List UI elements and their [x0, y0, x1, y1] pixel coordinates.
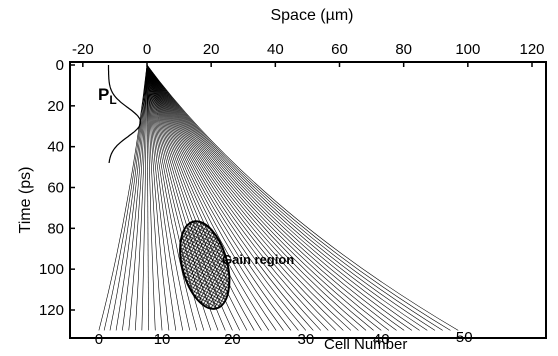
cell-trajectory — [146, 64, 405, 331]
gain-region — [179, 220, 231, 310]
cell-trajectory — [146, 64, 374, 331]
cell-trajectory — [146, 64, 184, 331]
cell-trajectory — [103, 64, 148, 331]
cell-trajectory — [146, 64, 359, 331]
cell-trajectory — [146, 64, 248, 331]
cell-number-tick-label: 20 — [224, 331, 241, 348]
pulse-label: PL — [98, 85, 117, 107]
y-tick-label: 60 — [47, 180, 64, 197]
cell-trajectory — [146, 64, 177, 331]
cell-trajectory — [146, 64, 367, 331]
cell-trajectory — [146, 64, 198, 331]
x-axis-title: Space (µm) — [270, 7, 353, 24]
x-tick-label: 80 — [395, 41, 412, 58]
cell-number-tick-label: 10 — [154, 331, 171, 348]
cell-trajectory — [146, 64, 284, 331]
cell-trajectory — [146, 64, 314, 331]
cell-trajectory — [146, 64, 149, 331]
cell-trajectory — [98, 64, 148, 331]
cell-trajectory — [122, 64, 148, 331]
cell-number-tick-label: 0 — [95, 331, 103, 348]
y-tick-label: 0 — [56, 57, 64, 74]
cell-trajectory — [146, 64, 382, 331]
cell-trajectory — [134, 64, 148, 331]
x-tick-label: 40 — [267, 41, 284, 58]
cell-trajectory — [146, 64, 277, 331]
cell-trajectory — [146, 64, 191, 331]
cell-trajectory — [146, 64, 299, 331]
y-tick-label: 120 — [39, 302, 64, 319]
cell-trajectory — [146, 64, 170, 331]
cell-trajectory — [146, 64, 321, 331]
cell-number-tick-label: 40 — [373, 331, 390, 348]
cell-trajectory — [146, 64, 436, 331]
x-tick-label: 100 — [455, 41, 480, 58]
cell-number-tick-label: 30 — [297, 331, 314, 348]
cell-trajectory — [146, 64, 262, 331]
plot-frame — [69, 61, 547, 339]
y-axis-title: Time (ps) — [17, 167, 34, 234]
pulse-profile — [107, 65, 142, 164]
cell-trajectory — [146, 64, 420, 331]
cell-trajectory — [141, 64, 148, 331]
cell-trajectory — [146, 64, 255, 331]
cell-trajectory — [146, 64, 344, 331]
cell-trajectory — [146, 64, 307, 331]
y-tick-label: 80 — [47, 220, 64, 237]
cell-trajectory — [146, 64, 329, 331]
pulse-label-sub: L — [109, 93, 116, 107]
x-tick-label: -20 — [72, 41, 94, 58]
cell-trajectories — [98, 64, 459, 331]
cell-trajectory — [146, 64, 397, 331]
cell-number-labels: 0 10 20 30 40 50 — [95, 329, 473, 348]
cell-trajectory — [146, 64, 451, 331]
x-tick-label: 0 — [143, 41, 151, 58]
cell-trajectory — [146, 64, 337, 331]
cell-trajectory — [146, 64, 352, 331]
cell-trajectory — [146, 64, 205, 331]
y-tick-label: 40 — [47, 139, 64, 156]
pulse-label-main: P — [98, 85, 109, 104]
x-tick-label: 60 — [331, 41, 348, 58]
cell-trajectory — [115, 64, 148, 331]
x-tick-label: 20 — [203, 41, 220, 58]
cell-trajectory — [146, 64, 443, 331]
cell-trajectory — [146, 64, 428, 331]
cell-trajectory — [109, 64, 148, 331]
cell-trajectory — [146, 64, 413, 331]
cell-trajectory — [146, 64, 156, 331]
y-tick-label: 20 — [47, 98, 64, 115]
cell-number-title: Cell Number — [324, 336, 407, 353]
x-tick-label: 120 — [519, 41, 544, 58]
x-axis-ticks: -20 0 20 40 60 80 100 120 — [72, 41, 545, 67]
cell-trajectory — [146, 64, 459, 331]
y-tick-label: 100 — [39, 261, 64, 278]
cell-trajectory — [146, 64, 292, 331]
cell-trajectory — [146, 64, 390, 331]
gain-region-label: Gain region — [222, 252, 294, 267]
cell-trajectory — [146, 64, 270, 331]
cell-trajectory — [128, 64, 148, 331]
cell-trajectory — [146, 64, 163, 331]
